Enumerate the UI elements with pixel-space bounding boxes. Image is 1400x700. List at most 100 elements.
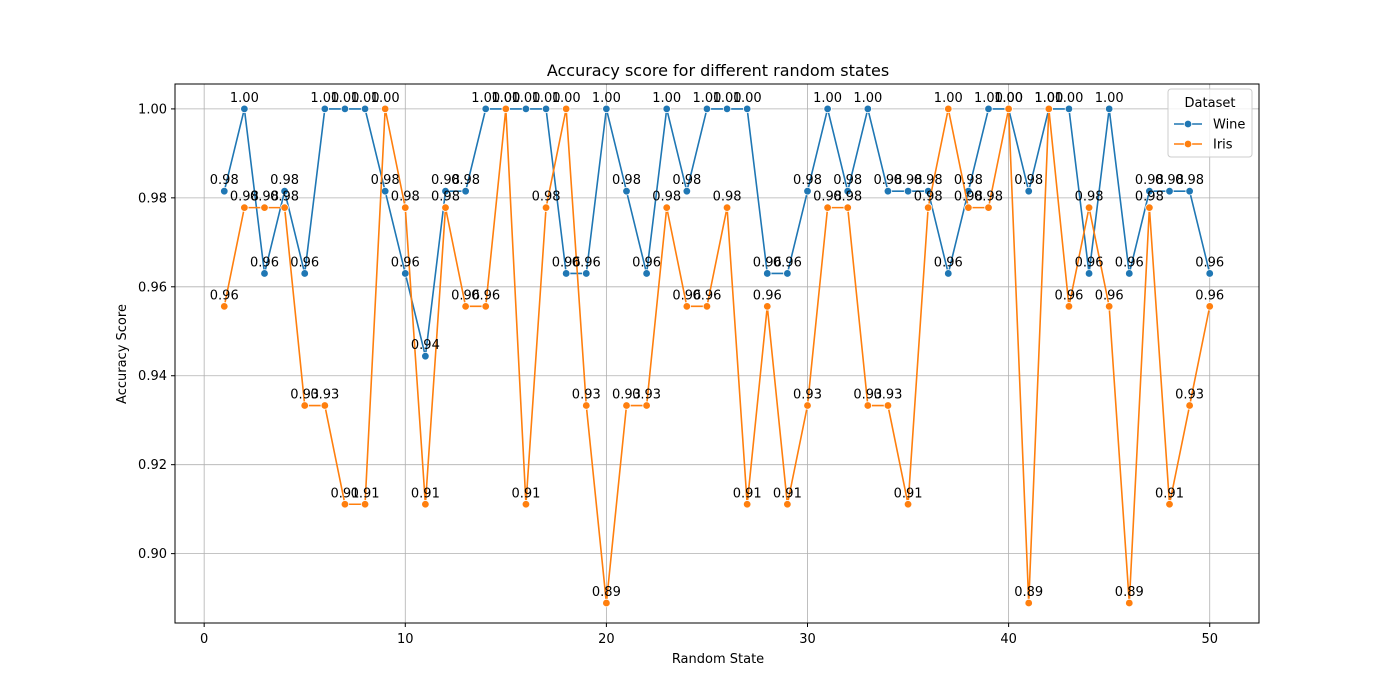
wine-point — [682, 186, 692, 196]
wine-legend-label: Wine — [1213, 118, 1245, 133]
wine-point — [1125, 269, 1134, 278]
wine-point — [360, 104, 370, 114]
wine-point — [1064, 104, 1074, 114]
iris-point — [461, 302, 470, 311]
wine-data-label: 1.00 — [974, 91, 1003, 106]
wine-point — [742, 104, 752, 114]
x-tick-label: 20 — [598, 632, 615, 647]
wine-point — [1084, 269, 1094, 278]
wine-data-label: 0.96 — [552, 255, 581, 270]
y-tick-label: 0.92 — [138, 458, 167, 473]
iris-data-label: 0.93 — [793, 388, 822, 403]
y-tick-label: 0.94 — [138, 369, 167, 384]
iris-point — [722, 203, 732, 212]
iris-point — [1205, 302, 1214, 311]
wine-point — [702, 104, 712, 114]
wine-data-label: 0.96 — [1075, 255, 1104, 270]
wine-point — [843, 186, 852, 196]
wine-point — [1185, 186, 1194, 196]
grid — [175, 84, 1259, 623]
legend: Dataset Wine Iris — [1167, 88, 1253, 158]
wine-series-line — [223, 108, 1211, 357]
iris-point — [360, 500, 370, 509]
iris-point — [260, 203, 269, 212]
iris-point — [602, 598, 611, 608]
iris-data-label: 0.93 — [873, 388, 902, 403]
iris-data-label: 0.91 — [351, 486, 380, 501]
iris-point — [582, 401, 591, 410]
wine-data-label: 0.96 — [1115, 255, 1144, 270]
x-tick-label: 40 — [1000, 632, 1017, 647]
wine-point — [883, 186, 893, 196]
wine-data-label: 1.00 — [853, 91, 882, 106]
wine-point — [823, 104, 832, 114]
iris-point — [300, 401, 309, 410]
iris-point — [662, 203, 671, 212]
iris-data-label: 0.89 — [1115, 585, 1144, 600]
iris-point — [622, 401, 631, 410]
iris-data-label: 0.98 — [391, 190, 420, 205]
iris-data-label: 0.98 — [230, 190, 259, 205]
x-tick-label: 10 — [397, 632, 414, 647]
iris-data-label: 0.98 — [813, 190, 842, 205]
iris-data-label: 1.00 — [552, 91, 581, 106]
y-tick-label: 0.90 — [138, 547, 167, 562]
wine-data-label: 0.96 — [391, 255, 420, 270]
wine-data-label: 0.98 — [894, 173, 923, 188]
wine-data-label: 1.00 — [511, 91, 540, 106]
iris-point — [1064, 302, 1074, 311]
y-axis-label: Accuracy Score — [115, 304, 130, 404]
wine-data-label: 0.96 — [934, 255, 963, 270]
wine-point — [380, 186, 390, 196]
wine-point — [340, 104, 350, 114]
iris-point — [501, 104, 511, 114]
iris-data-label: 0.96 — [451, 288, 480, 303]
wine-data-label: 0.98 — [270, 173, 299, 188]
iris-data-label: 0.98 — [713, 190, 742, 205]
wine-data-label: 0.98 — [1014, 173, 1043, 188]
iris-point — [923, 203, 933, 212]
wine-data-label: 0.98 — [1155, 173, 1184, 188]
wine-data-label: 1.00 — [310, 91, 339, 106]
iris-point — [682, 302, 692, 311]
iris-point — [863, 401, 873, 410]
wine-data-label: 0.98 — [210, 173, 239, 188]
iris-point — [883, 401, 893, 410]
wine-point — [602, 104, 611, 114]
iris-data-label: 0.93 — [572, 388, 601, 403]
iris-point — [803, 401, 812, 410]
iris-point — [843, 203, 852, 212]
wine-point — [300, 269, 309, 278]
iris-point — [1024, 598, 1033, 608]
wine-data-label: 0.98 — [1135, 173, 1164, 188]
wine-data-label: 0.96 — [572, 255, 601, 270]
wine-data-label: 1.00 — [1054, 91, 1083, 106]
wine-data-label: 0.96 — [1195, 255, 1224, 270]
iris-point — [1125, 598, 1134, 608]
wine-point — [280, 186, 289, 196]
iris-point — [481, 302, 490, 311]
iris-series-line — [223, 108, 1211, 604]
iris-point — [280, 203, 289, 212]
wine-point — [722, 104, 732, 114]
legend-items: Wine Iris — [1174, 118, 1245, 153]
wine-point — [1145, 186, 1154, 196]
wine-point — [662, 104, 671, 114]
iris-point — [1104, 302, 1114, 311]
wine-data-label: 0.96 — [773, 255, 802, 270]
iris-data-label: 0.98 — [833, 190, 862, 205]
wine-point — [1165, 186, 1174, 196]
iris-point — [783, 500, 792, 509]
wine-point — [541, 104, 551, 114]
iris-data-label: 0.98 — [1135, 190, 1164, 205]
wine-data-label: 0.98 — [1175, 173, 1204, 188]
iris-point — [642, 401, 651, 410]
wine-data-label: 0.96 — [290, 255, 319, 270]
iris-data-label: 0.89 — [1014, 585, 1043, 600]
wine-point — [441, 186, 450, 196]
wine-data-label: 0.98 — [873, 173, 902, 188]
iris-point — [1185, 401, 1194, 410]
legend-title: Dataset — [1185, 96, 1236, 111]
wine-point — [642, 269, 651, 278]
y-tick-label: 1.00 — [138, 102, 167, 117]
